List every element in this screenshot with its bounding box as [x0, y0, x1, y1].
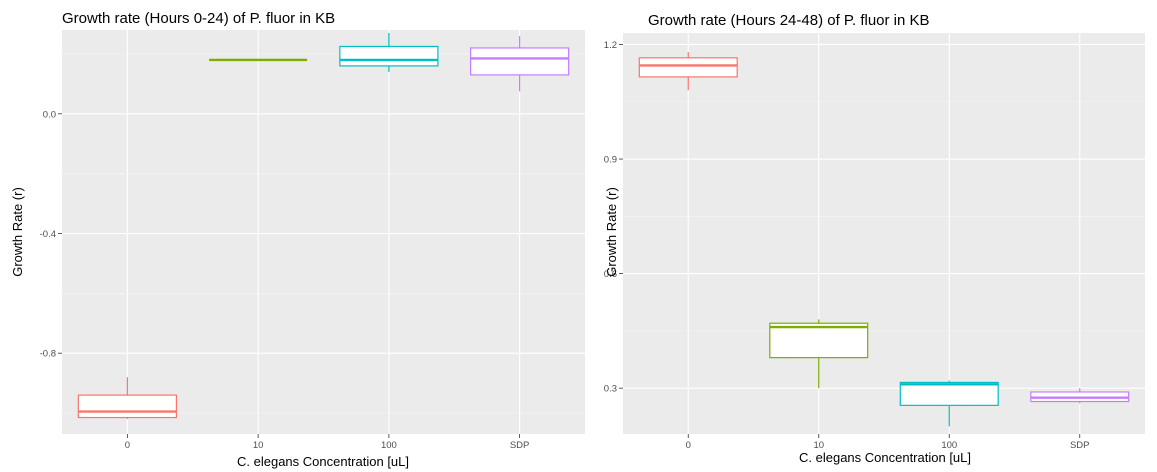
boxplot-SDP — [469, 35, 570, 92]
plot-background-right — [623, 33, 1145, 434]
y-axis-title-left: Growth Rate (r) — [10, 187, 25, 277]
x-axis-title-right: C. elegans Concentration [uL] — [799, 450, 971, 465]
x-tick-label: 0 — [125, 440, 130, 451]
x-tick-label: 0 — [686, 440, 691, 451]
box-iqr — [339, 45, 439, 67]
boxplot-0 — [638, 52, 738, 91]
box-iqr — [899, 381, 999, 406]
x-tick-label: SDP — [1070, 440, 1090, 451]
axis-ticks-right: 1.2 0.9 0.6 0.3 0 10 100 SDP — [604, 40, 1090, 451]
box-iqr — [469, 47, 570, 76]
plot-background-left — [62, 30, 585, 434]
box-iqr — [77, 394, 178, 419]
y-tick-label: 0.6 — [604, 269, 617, 280]
x-tick-label: 10 — [813, 440, 824, 451]
box-iqr — [638, 57, 738, 78]
box-iqr — [769, 322, 869, 359]
y-tick-label: 0.0 — [43, 109, 56, 120]
chart-title-left: Growth rate (Hours 0-24) of P. fluor in … — [62, 10, 335, 27]
y-tick-label: 1.2 — [604, 40, 617, 51]
chart-panel-right: Growth rate (Hours 24-48) of P. fluor in… — [604, 12, 1145, 465]
boxplot-100 — [899, 380, 999, 427]
boxplot-100 — [339, 32, 439, 72]
y-tick-label: 0.9 — [604, 155, 617, 166]
x-tick-label: SDP — [510, 440, 530, 451]
x-tick-label: 100 — [941, 440, 957, 451]
gridlines-left — [62, 30, 585, 434]
boxplot-10 — [769, 319, 869, 389]
chart-panel-left: Growth rate (Hours 0-24) of P. fluor in … — [10, 10, 585, 469]
chart-title-right: Growth rate (Hours 24-48) of P. fluor in… — [648, 12, 930, 29]
x-axis-title-left: C. elegans Concentration [uL] — [237, 454, 409, 469]
x-tick-label: 10 — [253, 440, 264, 451]
boxplots-right — [638, 52, 1130, 427]
x-tick-label: 100 — [381, 440, 397, 451]
axis-ticks-left: 0.0 -0.4 -0.8 0 10 100 SDP — [40, 109, 530, 451]
y-tick-label: -0.8 — [40, 349, 56, 360]
boxplot-SDP — [1030, 388, 1130, 404]
y-tick-label: 0.3 — [604, 384, 617, 395]
boxplot-0 — [77, 377, 178, 420]
boxplots-left — [77, 32, 570, 420]
y-axis-title-right: Growth Rate (r) — [604, 187, 619, 277]
y-tick-label: -0.4 — [40, 229, 56, 240]
